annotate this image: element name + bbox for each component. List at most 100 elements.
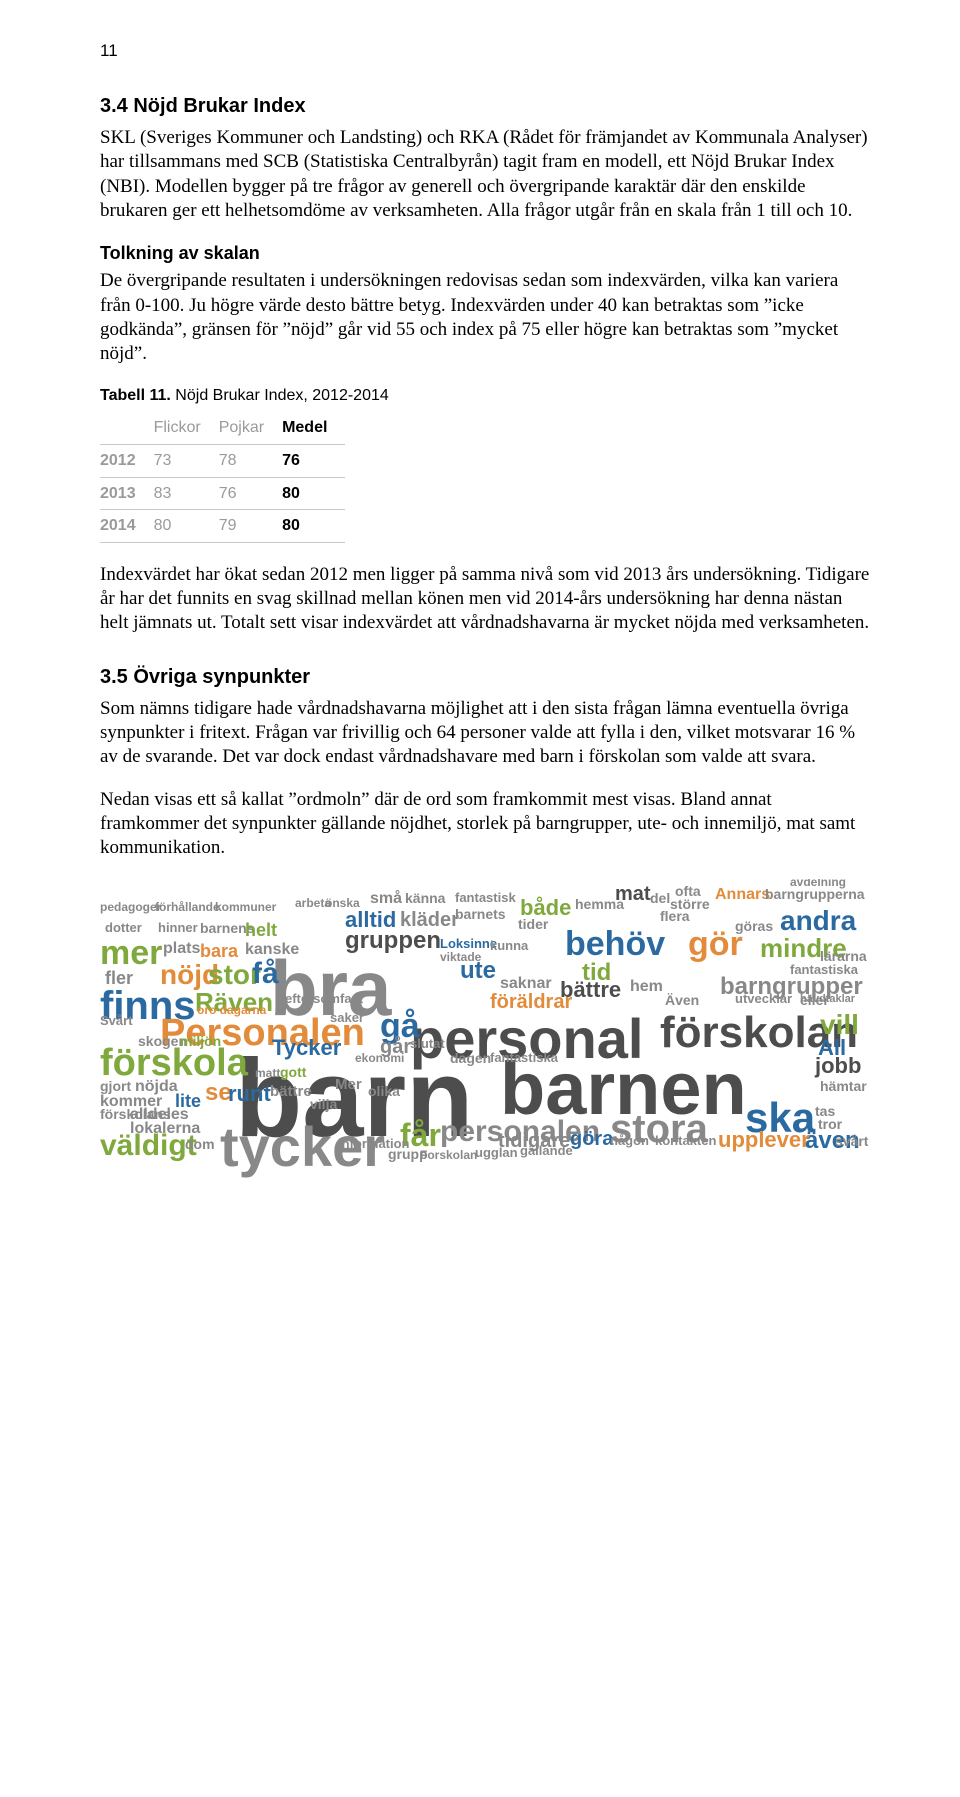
wordcloud-word: gällande	[520, 1144, 573, 1157]
heading-tolkning: Tolkning av skalan	[100, 241, 870, 265]
table-title-bold: Tabell 11.	[100, 387, 171, 404]
wordcloud-word: viktade	[440, 951, 481, 963]
wordcloud-word: få	[252, 959, 279, 989]
cell-medel: 76	[282, 444, 345, 477]
wordcloud-word: göra	[570, 1129, 613, 1149]
wordcloud-word: barngrupperna	[765, 887, 865, 901]
heading-3-5: 3.5 Övriga synpunkter	[100, 664, 870, 691]
wordcloud-word: Annars	[715, 887, 770, 903]
wordcloud-word: gott	[280, 1065, 306, 1079]
wordcloud-word: bara	[200, 942, 238, 960]
wordcloud-word: information	[338, 1137, 410, 1150]
wordcloud-word: arbeta	[295, 897, 331, 909]
wordcloud-word: helt	[245, 921, 277, 939]
cell-val: 80	[154, 510, 219, 543]
cell-val: 79	[219, 510, 282, 543]
table-row: 2012 73 78 76	[100, 444, 345, 477]
wordcloud-word: Loksinne	[440, 937, 497, 950]
wordcloud-word: förskolans	[100, 1107, 171, 1121]
wordcloud-word: göras	[735, 919, 773, 933]
wordcloud-word: gjort	[100, 1079, 131, 1093]
wordcloud-word: fler	[105, 969, 133, 987]
wordcloud-word: miljön	[180, 1034, 221, 1048]
wordcloud-word: fantastiska	[490, 1051, 558, 1064]
wordcloud-word: bättre	[270, 1084, 312, 1099]
wordcloud-word: barnets	[455, 907, 506, 921]
para-3-5-2: Nedan visas ett så kallat ”ordmoln” där …	[100, 788, 870, 861]
cell-val: 73	[154, 444, 219, 477]
wordcloud-word: plats	[163, 941, 200, 957]
wordcloud-word: oro dagarna	[197, 1004, 266, 1016]
wordcloud-word: mat	[615, 884, 651, 904]
cell-val: 83	[154, 477, 219, 510]
wordcloud-word: Mer	[335, 1077, 362, 1092]
wordcloud-word: föräldrar	[490, 992, 572, 1012]
wordcloud-word: ugglan	[475, 1146, 518, 1159]
wordcloud-word: vilja	[310, 1097, 337, 1111]
wordcloud-word: andra	[780, 907, 856, 935]
cell-year: 2012	[100, 444, 154, 477]
wordcloud-word: tider	[518, 917, 548, 931]
wordcloud-word: saker	[330, 1011, 364, 1024]
wordcloud-word: slutat	[410, 1037, 445, 1050]
page-number: 11	[100, 40, 870, 63]
th-pojkar: Pojkar	[219, 412, 282, 444]
wordcloud-word: lärarna	[820, 949, 867, 963]
wordcloud-word: dagen	[450, 1051, 491, 1065]
wordcloud-word: nöjda	[135, 1079, 178, 1095]
wordcloud-word: små	[370, 891, 402, 907]
cell-val: 76	[219, 477, 282, 510]
wordcloud-word: matt	[255, 1067, 280, 1079]
para-3-4-2: De övergripande resultaten i undersöknin…	[100, 269, 870, 366]
wordcloud-word: någon	[610, 1134, 649, 1147]
wordcloud-word: eftersom	[285, 992, 340, 1005]
wordcloud-word: kontakten	[655, 1134, 716, 1147]
wordcloud-word: hem	[630, 979, 663, 995]
wordcloud-word: behöv	[565, 927, 665, 961]
nbi-table: Flickor Pojkar Medel 2012 73 78 76 2013 …	[100, 412, 345, 542]
wordcloud-word: lite	[175, 1092, 201, 1110]
wordcloud-word: kommuner	[215, 901, 276, 913]
wordcloud-word: Tycker	[272, 1037, 341, 1059]
wordcloud-word: hävdtaklar	[800, 994, 855, 1005]
wordcloud-word: Även	[665, 993, 699, 1007]
heading-3-4: 3.4 Nöjd Brukar Index	[100, 93, 870, 120]
table-row: 2014 80 79 80	[100, 510, 345, 543]
wordcloud-word: gruppen	[345, 929, 441, 953]
table-row: 2013 83 76 80	[100, 477, 345, 510]
wordcloud-word: fantastisk	[455, 891, 516, 904]
para-3-5-1: Som nämns tidigare hade vårdnadshavarna …	[100, 697, 870, 770]
para-3-4-3: Indexvärdet har ökat sedan 2012 men ligg…	[100, 563, 870, 636]
wordcloud-word: olika	[368, 1084, 400, 1098]
cell-val: 78	[219, 444, 282, 477]
wordcloud-word: hämtar	[820, 1079, 867, 1093]
wordcloud-word: fantastiska	[790, 963, 858, 976]
wordcloud-word: mer	[100, 936, 162, 970]
wordcloud-word: upplever	[718, 1129, 810, 1151]
wordcloud-word: tror	[818, 1117, 842, 1131]
th-flickor: Flickor	[154, 412, 219, 444]
th-medel: Medel	[282, 412, 345, 444]
wordcloud-word: svårt	[835, 1134, 868, 1148]
wordcloud-word: känna	[405, 891, 445, 905]
cell-medel: 80	[282, 510, 345, 543]
wordcloud-word: saknar	[500, 976, 552, 992]
wordcloud-word: Svårt	[100, 1014, 133, 1027]
wordcloud-word: flera	[660, 909, 690, 923]
wordcloud-word: kunna	[490, 939, 528, 952]
table-title-rest: Nöjd Brukar Index, 2012-2014	[171, 387, 389, 404]
wordcloud-word: dom	[185, 1137, 215, 1151]
wordcloud-word: går	[380, 1037, 411, 1057]
wordcloud-word: hinner	[158, 921, 198, 934]
wordcloud-word: förhållande	[155, 901, 220, 913]
wordcloud-word: Forskolan	[420, 1149, 477, 1161]
wordcloud-word: kanske	[245, 942, 299, 958]
th-blank	[100, 412, 154, 444]
wordcloud-word: lokalerna	[130, 1121, 200, 1137]
wordcloud-word: förskola	[100, 1044, 248, 1082]
wordcloud-word: fast	[340, 992, 363, 1005]
cell-year: 2013	[100, 477, 154, 510]
cell-medel: 80	[282, 477, 345, 510]
wordcloud-word: avdelning	[790, 879, 846, 888]
wordcloud: barnbarnenpersonalförskolantyckerPersona…	[100, 879, 870, 1179]
